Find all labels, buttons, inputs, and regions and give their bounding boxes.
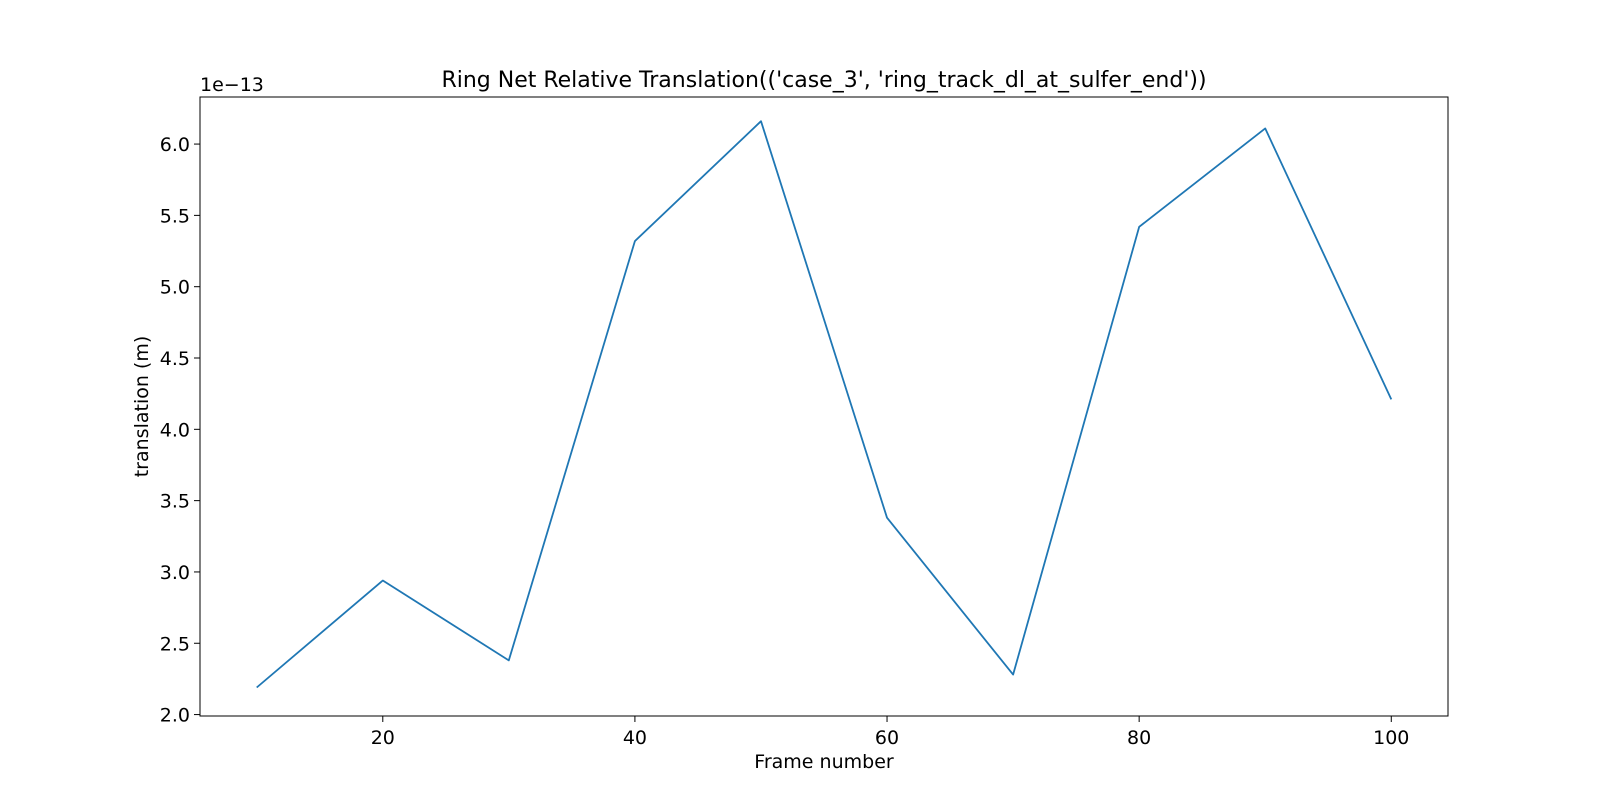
x-tick-label: 100: [1373, 727, 1409, 749]
x-tick-label: 20: [371, 727, 395, 749]
x-axis-label: Frame number: [754, 751, 894, 773]
x-tick-label: 40: [623, 727, 647, 749]
y-axis-ticks: 2.0 2.5 3.0 3.5 4.0 4.5 5.0 5.5 6.0: [160, 134, 200, 727]
chart-title: Ring Net Relative Translation(('case_3',…: [441, 68, 1206, 93]
y-tick-label: 5.5: [160, 205, 190, 227]
y-axis-label: translation (m): [131, 336, 153, 478]
x-tick-label: 60: [875, 727, 899, 749]
series-layer: [256, 120, 1393, 689]
y-tick-label: 3.5: [160, 491, 190, 513]
y-tick-label: 4.0: [160, 419, 190, 441]
x-axis-ticks: 20 40 60 80 100: [371, 716, 1409, 749]
x-tick-label: 80: [1127, 727, 1151, 749]
series-line: [256, 120, 1393, 689]
y-tick-label: 4.5: [160, 348, 190, 370]
y-tick-label: 5.0: [160, 277, 190, 299]
y-tick-label: 2.0: [160, 705, 190, 727]
y-axis-offset-label: 1e−13: [200, 74, 264, 96]
y-tick-label: 3.0: [160, 562, 190, 584]
plot-frame: [199, 96, 1449, 717]
y-tick-label: 6.0: [160, 134, 190, 156]
y-tick-label: 2.5: [160, 633, 190, 655]
